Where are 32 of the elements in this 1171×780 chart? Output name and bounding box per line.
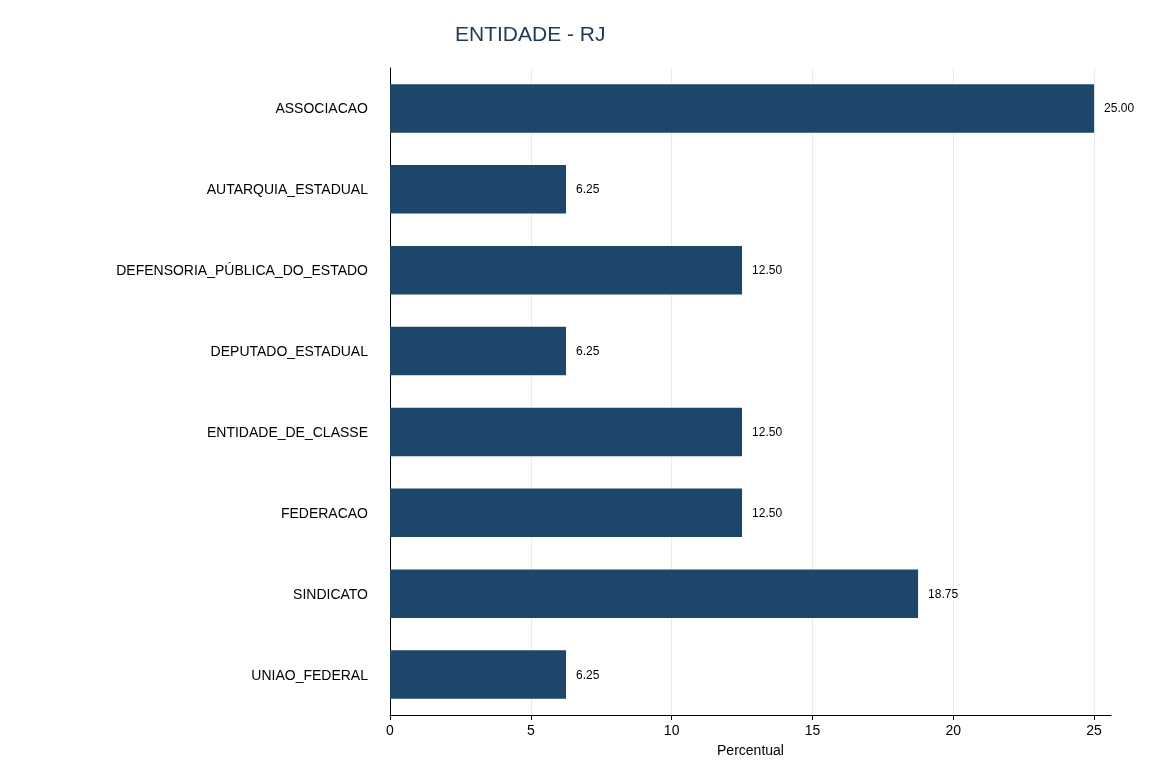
bar bbox=[390, 245, 743, 295]
chart-title: ENTIDADE - RJ bbox=[455, 22, 606, 45]
x-tick-label: 0 bbox=[386, 722, 395, 738]
bar bbox=[390, 326, 567, 376]
bar bbox=[390, 650, 567, 699]
x-tick-label: 5 bbox=[526, 722, 535, 738]
y-tick-label: ENTIDADE_DE_CLASSE bbox=[206, 423, 368, 440]
data-label: 6.25 bbox=[576, 667, 600, 682]
bar bbox=[390, 407, 743, 457]
data-label: 12.50 bbox=[752, 263, 783, 278]
data-label: 12.50 bbox=[752, 505, 783, 520]
y-tick-label: DEPUTADO_ESTADUAL bbox=[210, 343, 369, 360]
data-label: 12.50 bbox=[752, 424, 783, 439]
data-label: 6.25 bbox=[576, 182, 600, 197]
bar bbox=[390, 84, 1095, 133]
data-label: 6.25 bbox=[576, 344, 600, 359]
bar bbox=[390, 165, 567, 214]
y-tick-label: AUTARQUIA_ESTADUAL bbox=[206, 181, 369, 198]
x-axis-title: Percentual bbox=[717, 742, 784, 758]
x-tick-label: 15 bbox=[804, 722, 821, 738]
y-tick-label: FEDERACAO bbox=[280, 504, 369, 521]
bar bbox=[390, 488, 743, 538]
y-tick-label: DEFENSORIA_PÚBLICA_DO_ESTADO bbox=[116, 262, 369, 279]
data-label: 18.75 bbox=[928, 586, 959, 601]
x-tick-label: 25 bbox=[1086, 722, 1103, 738]
y-tick-label: SINDICATO bbox=[293, 585, 369, 602]
data-label: 25.00 bbox=[1104, 101, 1135, 116]
y-tick-label: ASSOCIACAO bbox=[275, 100, 369, 117]
bar bbox=[390, 569, 919, 618]
x-tick-label: 20 bbox=[945, 722, 962, 738]
y-tick-label: UNIAO_FEDERAL bbox=[251, 666, 369, 683]
x-tick-label: 10 bbox=[663, 722, 680, 738]
